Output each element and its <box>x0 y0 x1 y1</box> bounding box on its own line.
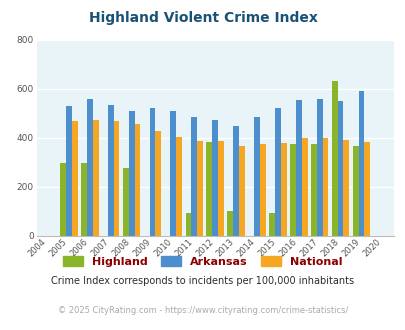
Bar <box>191 117 197 236</box>
Bar <box>60 163 66 236</box>
Bar <box>322 138 328 236</box>
Bar <box>331 81 337 236</box>
Bar <box>295 100 301 236</box>
Bar <box>227 212 232 236</box>
Bar <box>170 111 176 236</box>
Bar <box>343 140 348 236</box>
Bar <box>206 142 212 236</box>
Bar <box>358 91 363 236</box>
Bar <box>316 99 322 236</box>
Bar <box>217 141 224 236</box>
Bar <box>274 108 280 236</box>
Bar <box>176 137 182 236</box>
Bar <box>72 121 77 236</box>
Bar <box>301 138 307 236</box>
Text: Highland Violent Crime Index: Highland Violent Crime Index <box>88 11 317 25</box>
Bar <box>212 120 217 236</box>
Bar <box>87 99 92 236</box>
Bar <box>289 144 295 236</box>
Bar <box>107 105 113 236</box>
Bar <box>310 144 316 236</box>
Bar <box>128 111 134 236</box>
Text: Crime Index corresponds to incidents per 100,000 inhabitants: Crime Index corresponds to incidents per… <box>51 276 354 286</box>
Bar <box>113 121 119 236</box>
Bar <box>185 213 191 236</box>
Bar <box>239 146 244 236</box>
Bar <box>197 141 202 236</box>
Bar <box>259 144 265 236</box>
Bar <box>280 143 286 236</box>
Bar <box>92 119 98 236</box>
Bar <box>81 163 87 236</box>
Bar <box>363 142 369 236</box>
Bar <box>134 124 140 236</box>
Bar <box>352 147 358 236</box>
Bar <box>254 117 259 236</box>
Bar <box>269 213 274 236</box>
Text: © 2025 CityRating.com - https://www.cityrating.com/crime-statistics/: © 2025 CityRating.com - https://www.city… <box>58 306 347 315</box>
Bar <box>155 131 161 236</box>
Bar <box>337 101 343 236</box>
Legend: Highland, Arkansas, National: Highland, Arkansas, National <box>59 251 346 271</box>
Bar <box>123 168 128 236</box>
Bar <box>66 106 72 236</box>
Bar <box>232 125 239 236</box>
Bar <box>149 108 155 236</box>
